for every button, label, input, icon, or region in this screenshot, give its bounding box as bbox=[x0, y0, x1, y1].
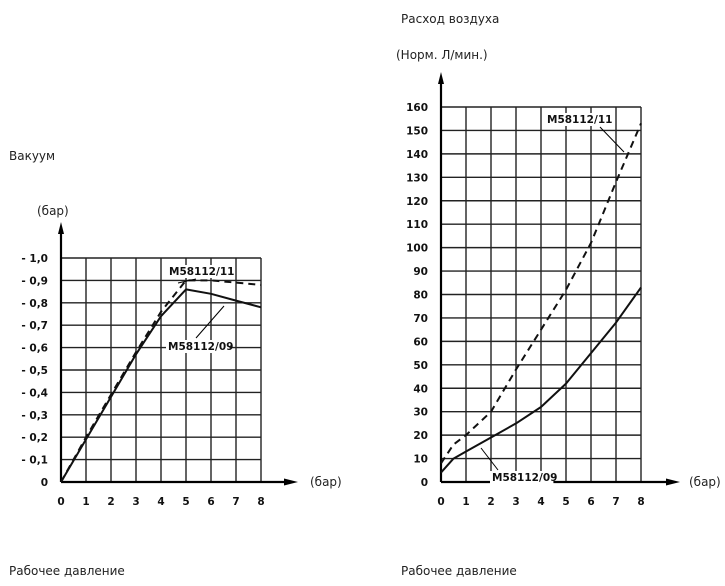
chart1-x-tick-label: 7 bbox=[612, 496, 619, 508]
chart1-series-label: M58112/11 bbox=[547, 114, 612, 126]
chart0-y-tick-label: 0 bbox=[41, 477, 48, 489]
chart0-y-tick-label: - 0,1 bbox=[21, 455, 48, 467]
chart0-y-tick-label: - 0,3 bbox=[21, 410, 48, 422]
left-chart-ylabel: Вакуум bbox=[9, 149, 56, 163]
chart0-y-tick-label: - 0,9 bbox=[21, 275, 48, 287]
chart1-x-tick-label: 2 bbox=[487, 496, 494, 508]
chart1-y-tick-label: 150 bbox=[406, 125, 428, 137]
left-chart: 0 1 2 3 4 5 6 7 8 0 - 0,1 - 0,2 - 0,3 - 0,4 - 0,5 - 0,6… bbox=[21, 222, 298, 508]
chart0-x-tick-label: 2 bbox=[107, 496, 114, 508]
right-chart: 0 1 2 3 4 5 6 7 80102030405060708090100110120130… bbox=[406, 72, 680, 508]
chart0-x-tick-label: 1 bbox=[82, 496, 89, 508]
chart1-y-tick-label: 90 bbox=[413, 266, 428, 278]
left-chart-xunit: (бар) bbox=[310, 475, 342, 489]
chart1-y-tick-label: 50 bbox=[413, 360, 428, 372]
chart1-y-tick-label: 20 bbox=[413, 430, 428, 442]
chart0-y-axis-arrow bbox=[58, 222, 64, 234]
chart1-y-tick-label: 40 bbox=[413, 383, 428, 395]
chart1-x-tick-label: 0 bbox=[437, 496, 444, 508]
chart1-series-label-bg bbox=[490, 471, 554, 484]
chart1-x-axis-arrow bbox=[666, 478, 680, 486]
chart1-series-label-leader bbox=[599, 126, 625, 153]
chart1-x-tick-label: 8 bbox=[637, 496, 644, 508]
chart0-y-tick-label: - 0,7 bbox=[21, 320, 48, 332]
chart1-x-tick-label: 4 bbox=[537, 496, 544, 508]
chart0-series-label-leader bbox=[177, 278, 197, 284]
chart0-series-label-bg bbox=[167, 265, 231, 278]
chart1-series-label: M58112/09 bbox=[492, 472, 557, 484]
chart0-series-line-m58112-11 bbox=[60, 279, 262, 483]
chart1-y-tick-label: 100 bbox=[406, 243, 428, 255]
left-chart-yunit: (бар) bbox=[37, 204, 69, 218]
chart1-series-label-leader bbox=[480, 447, 499, 471]
chart1-y-axis-arrow bbox=[438, 72, 444, 84]
chart1-y-tick-label: 30 bbox=[413, 407, 428, 419]
chart1-y-tick-label: 60 bbox=[413, 336, 428, 348]
chart0-series-label-leader bbox=[195, 305, 225, 339]
chart0-series-label: M58112/11 bbox=[169, 266, 234, 278]
chart0-x-tick-label: 0 bbox=[57, 496, 64, 508]
chart1-y-tick-label: 130 bbox=[406, 172, 428, 184]
chart0-x-tick-label: 6 bbox=[207, 496, 214, 508]
chart1-x-tick-label: 1 bbox=[462, 496, 469, 508]
chart0-y-tick-label: - 0,2 bbox=[21, 432, 48, 444]
chart0-y-tick-label: - 0,4 bbox=[21, 387, 48, 399]
chart0-y-tick-label: - 0,8 bbox=[21, 298, 48, 310]
chart1-series-label-bg bbox=[545, 113, 609, 126]
chart1-series-line-m58112-11 bbox=[440, 123, 642, 464]
chart0-y-tick-label: - 0,6 bbox=[21, 343, 48, 355]
chart1-series-line-m58112-09 bbox=[440, 286, 642, 474]
chart1-y-tick-label: 120 bbox=[406, 196, 428, 208]
chart0-x-axis-arrow bbox=[284, 478, 298, 486]
right-chart-xlabel: Рабочее давление bbox=[401, 564, 517, 578]
chart1-y-tick-label: 110 bbox=[406, 219, 428, 231]
right-chart-title: Расход воздуха bbox=[401, 12, 500, 26]
chart1-y-tick-label: 140 bbox=[406, 149, 428, 161]
chart1-x-tick-label: 5 bbox=[562, 496, 569, 508]
right-chart-xunit: (бар) bbox=[689, 475, 721, 489]
chart0-x-tick-label: 4 bbox=[157, 496, 164, 508]
chart0-y-tick-label: - 1,0 bbox=[21, 253, 48, 265]
chart0-x-tick-label: 3 bbox=[132, 496, 139, 508]
chart1-y-tick-label: 80 bbox=[413, 290, 428, 302]
chart1-y-tick-label: 160 bbox=[406, 102, 428, 114]
chart0-x-tick-label: 8 bbox=[257, 496, 264, 508]
chart1-y-tick-label: 0 bbox=[421, 477, 428, 489]
chart0-x-tick-label: 7 bbox=[232, 496, 239, 508]
chart0-series-label-bg bbox=[166, 340, 230, 353]
chart1-y-tick-label: 70 bbox=[413, 313, 428, 325]
right-chart-ylabel: (Норм. Л/мин.) bbox=[396, 48, 488, 62]
chart1-x-tick-label: 3 bbox=[512, 496, 519, 508]
chart0-x-tick-label: 5 bbox=[182, 496, 189, 508]
chart1-y-tick-label: 10 bbox=[413, 454, 428, 466]
chart0-series-line-m58112-09 bbox=[60, 288, 262, 483]
chart0-y-tick-label: - 0,5 bbox=[21, 365, 48, 377]
chart1-x-tick-label: 6 bbox=[587, 496, 594, 508]
left-chart-xlabel: Рабочее давление bbox=[9, 564, 125, 578]
chart0-series-label: M58112/09 bbox=[168, 341, 233, 353]
